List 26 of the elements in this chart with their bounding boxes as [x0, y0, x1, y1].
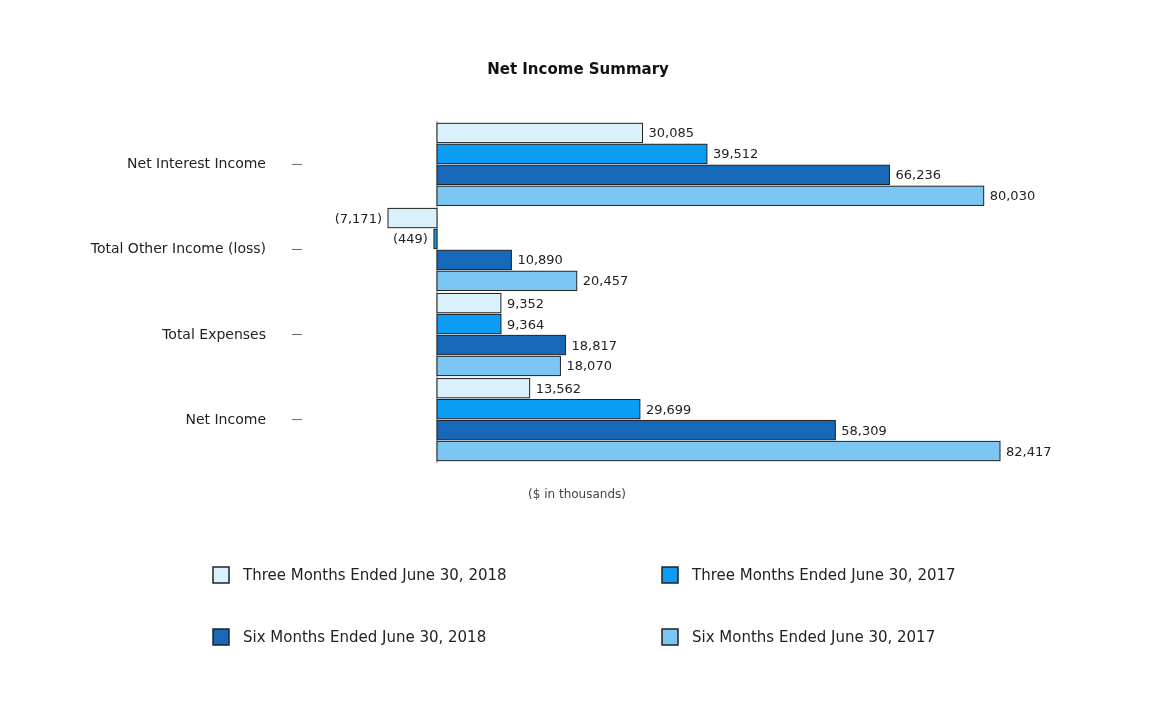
data-label: 30,085 [648, 125, 695, 141]
x-axis-title: ($ in thousands) [528, 487, 626, 501]
chart-title: Net Income Summary [487, 60, 670, 78]
data-label: 13,562 [535, 380, 582, 396]
data-label: 18,070 [566, 358, 612, 374]
data-label: 29,699 [645, 401, 692, 417]
data-label: 58,309 [841, 422, 887, 438]
legend-label: Six Months Ended June 30, 2018 [243, 627, 487, 646]
data-label: 82,417 [1006, 443, 1052, 459]
y-tick-label: Total Other Income (loss) [89, 240, 266, 257]
data-label: 39,512 [712, 146, 759, 162]
y-tick-label: Net Interest Income [127, 155, 266, 172]
data-label: (7,171) [334, 210, 383, 226]
data-label: 9,364 [506, 316, 545, 332]
legend-label: Three Months Ended June 30, 2017 [691, 565, 956, 584]
data-label: 9,352 [506, 295, 545, 311]
data-label: 80,030 [989, 188, 1036, 204]
data-label: 66,236 [895, 167, 941, 183]
legend-label: Three Months Ended June 30, 2018 [242, 565, 507, 584]
y-tick-label: Net Income [185, 410, 266, 427]
data-label: (449) [392, 231, 428, 247]
data-label: 18,817 [571, 337, 618, 353]
data-label: 20,457 [582, 273, 629, 289]
data-label: 10,890 [517, 252, 563, 268]
y-tick-label: Total Expenses [161, 325, 266, 342]
legend-label: Six Months Ended June 30, 2017 [692, 627, 936, 646]
